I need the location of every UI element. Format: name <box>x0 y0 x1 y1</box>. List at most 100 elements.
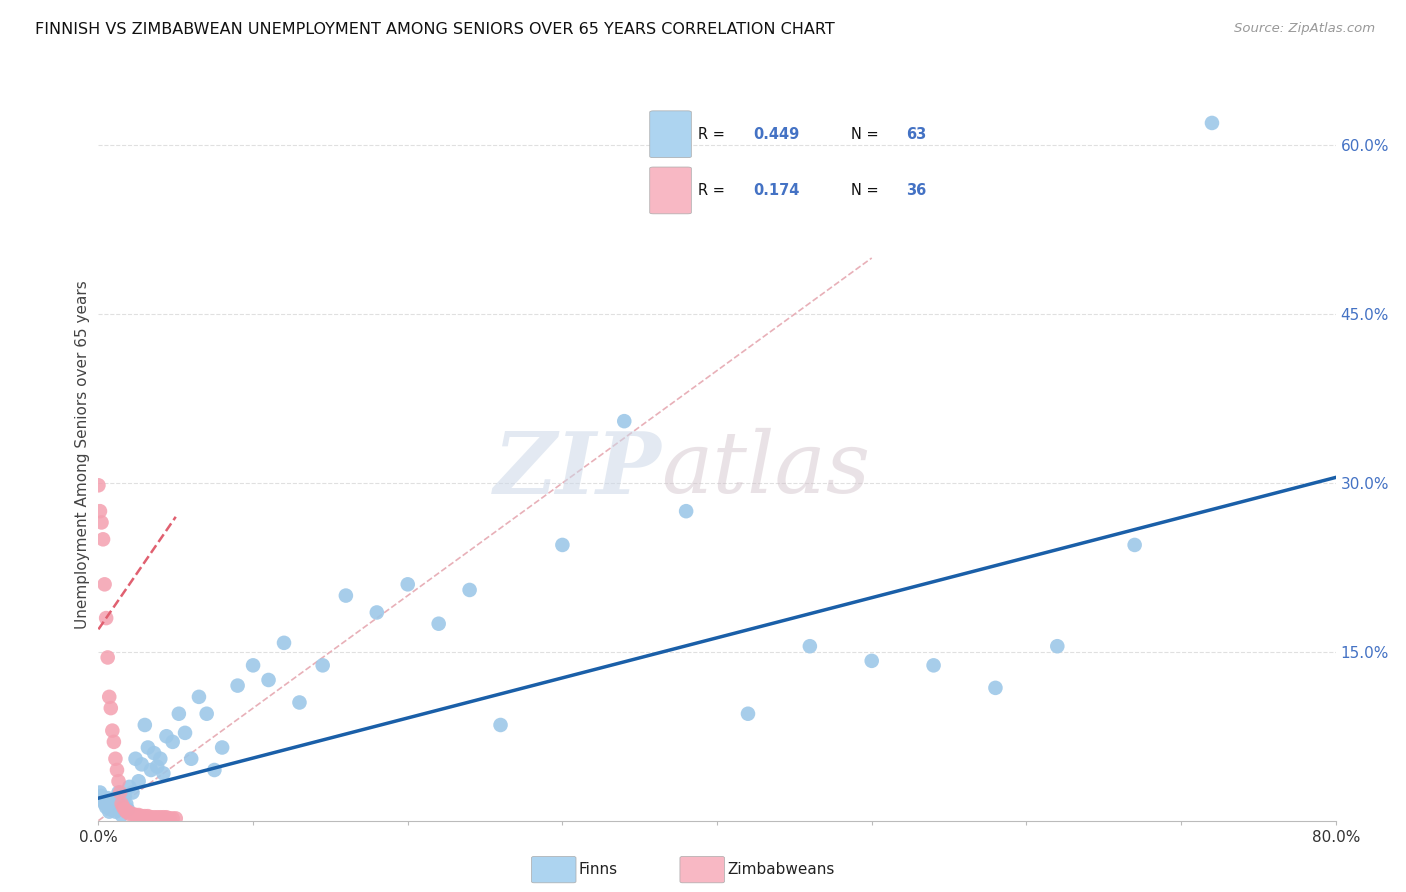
Point <box>89 504 111 518</box>
Point <box>90 789 112 803</box>
Point <box>91 533 114 547</box>
Point <box>1123 538 1146 552</box>
Point <box>131 809 153 823</box>
Point <box>180 752 202 766</box>
Point <box>146 810 169 824</box>
Point <box>118 806 141 821</box>
Point <box>427 616 450 631</box>
Point <box>136 809 159 823</box>
Point <box>188 690 211 704</box>
Point <box>124 808 146 822</box>
Point <box>96 611 118 625</box>
Point <box>155 810 177 824</box>
Point <box>1201 116 1223 130</box>
Point <box>273 636 295 650</box>
Point <box>152 810 174 824</box>
Point <box>111 797 134 811</box>
Point <box>112 800 135 814</box>
Point <box>162 811 184 825</box>
Point <box>159 811 181 825</box>
Point <box>288 696 311 710</box>
Point <box>114 802 136 816</box>
Point <box>121 806 143 821</box>
Point <box>242 658 264 673</box>
Point <box>152 766 174 780</box>
Text: Zimbabweans: Zimbabweans <box>727 863 834 877</box>
Point <box>167 706 190 721</box>
Text: atlas: atlas <box>661 428 870 511</box>
Point <box>211 740 233 755</box>
Point <box>112 793 135 807</box>
Point <box>134 718 156 732</box>
Point <box>103 735 125 749</box>
Text: FINNISH VS ZIMBABWEAN UNEMPLOYMENT AMONG SENIORS OVER 65 YEARS CORRELATION CHART: FINNISH VS ZIMBABWEAN UNEMPLOYMENT AMONG… <box>35 22 835 37</box>
Point <box>107 774 129 789</box>
Text: ZIP: ZIP <box>494 428 661 511</box>
Point <box>115 797 138 811</box>
Point <box>128 808 150 822</box>
Point <box>737 706 759 721</box>
Point <box>101 797 124 811</box>
Point <box>366 606 388 620</box>
Point <box>121 785 143 799</box>
Point <box>143 810 166 824</box>
Text: Source: ZipAtlas.com: Source: ZipAtlas.com <box>1234 22 1375 36</box>
Point <box>105 763 128 777</box>
Point <box>115 805 138 819</box>
Point <box>613 414 636 428</box>
Point <box>98 690 121 704</box>
Point <box>165 811 187 825</box>
Point <box>312 658 335 673</box>
Point <box>93 797 115 811</box>
Point <box>226 679 249 693</box>
Point <box>97 650 120 665</box>
Point <box>105 793 128 807</box>
Point <box>984 681 1007 695</box>
Point <box>111 808 134 822</box>
Point <box>104 752 127 766</box>
Point <box>489 718 512 732</box>
Point <box>335 589 357 603</box>
Point <box>108 785 131 799</box>
Point <box>128 774 150 789</box>
Point <box>922 658 945 673</box>
Point <box>204 763 226 777</box>
Point <box>87 478 110 492</box>
Point <box>134 809 156 823</box>
Point <box>136 740 159 755</box>
Y-axis label: Unemployment Among Seniors over 65 years: Unemployment Among Seniors over 65 years <box>75 281 90 629</box>
Point <box>117 802 139 816</box>
Point <box>143 746 166 760</box>
Point <box>149 810 172 824</box>
Point <box>101 723 124 738</box>
Point <box>1046 639 1069 653</box>
Point <box>149 752 172 766</box>
Point <box>90 516 112 530</box>
Point <box>174 726 197 740</box>
Point <box>89 785 111 799</box>
Point <box>124 752 146 766</box>
Point <box>118 780 141 794</box>
FancyBboxPatch shape <box>531 856 576 883</box>
Point <box>100 701 122 715</box>
FancyBboxPatch shape <box>681 856 724 883</box>
Point <box>103 800 125 814</box>
Point <box>104 805 127 819</box>
Point <box>155 729 177 743</box>
Point <box>93 577 115 591</box>
Text: Finns: Finns <box>578 863 617 877</box>
Point <box>257 673 280 687</box>
Point <box>96 800 118 814</box>
Point <box>100 802 122 816</box>
Point <box>114 789 136 803</box>
Point <box>139 810 162 824</box>
Point <box>108 802 131 816</box>
Point <box>396 577 419 591</box>
Point <box>97 791 120 805</box>
Point <box>98 805 121 819</box>
Point <box>162 735 184 749</box>
Point <box>675 504 697 518</box>
Point <box>195 706 218 721</box>
Point <box>860 654 883 668</box>
Point <box>458 582 481 597</box>
